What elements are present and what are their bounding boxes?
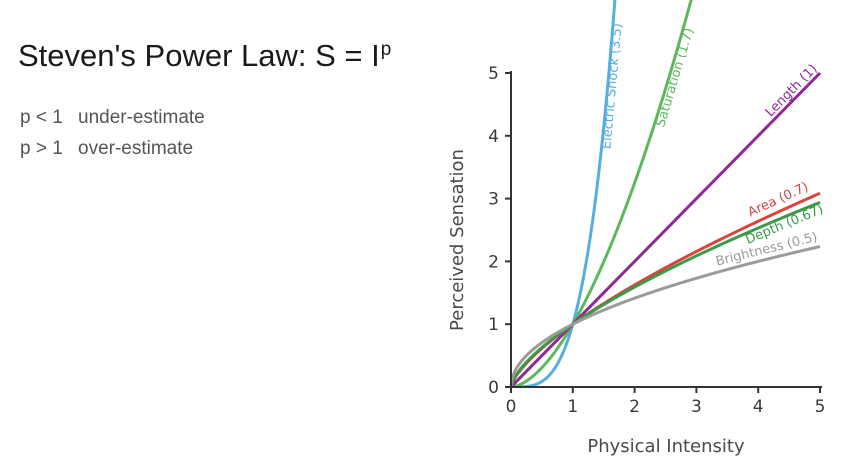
- axes-layer: 0 1 2 3 4 5 0 1 2 3 4 5: [488, 64, 825, 417]
- note-row-under: p < 1 under-estimate: [20, 107, 205, 129]
- y-tick-label: 2: [488, 252, 499, 272]
- note-condition: p > 1: [20, 138, 63, 159]
- x-tick-label: 2: [629, 397, 640, 417]
- x-tick-label: 3: [691, 397, 702, 417]
- x-tick-label: 4: [753, 397, 764, 417]
- y-axis-label: Perceived Sensation: [447, 149, 468, 331]
- series-label: Electric Shock (3.5): [599, 23, 625, 150]
- x-tick-label: 0: [506, 397, 517, 417]
- title-exponent: p: [380, 39, 392, 60]
- series-line: [509, 200, 821, 388]
- y-tick-label: 4: [488, 127, 499, 147]
- curves-layer: [509, 0, 822, 388]
- title-text: Steven's Power Law: S = I: [18, 38, 380, 73]
- note-meaning: over-estimate: [78, 138, 194, 159]
- series-line: [510, 0, 693, 388]
- series-line: [509, 71, 822, 388]
- y-tick-label: 0: [488, 378, 499, 398]
- x-axis-label: Physical Intensity: [587, 436, 745, 457]
- page-title: Steven's Power Law: S = Ip: [18, 38, 391, 74]
- y-tick-label: 5: [488, 64, 499, 84]
- series-label: Saturation (1.7): [653, 26, 697, 129]
- series-line: [510, 0, 617, 388]
- note-row-over: p > 1 over-estimate: [20, 138, 193, 160]
- y-tick-label: 3: [488, 190, 499, 210]
- series-line: [509, 245, 821, 388]
- x-tick-label: 5: [815, 397, 826, 417]
- curve-labels-layer: Electric Shock (3.5) Saturation (1.7) Leng…: [599, 23, 825, 270]
- x-tick-label: 1: [567, 397, 578, 417]
- y-tick-label: 1: [488, 315, 499, 335]
- series-label: Length (1): [763, 62, 821, 121]
- note-condition: p < 1: [20, 107, 63, 128]
- note-meaning: under-estimate: [78, 107, 205, 128]
